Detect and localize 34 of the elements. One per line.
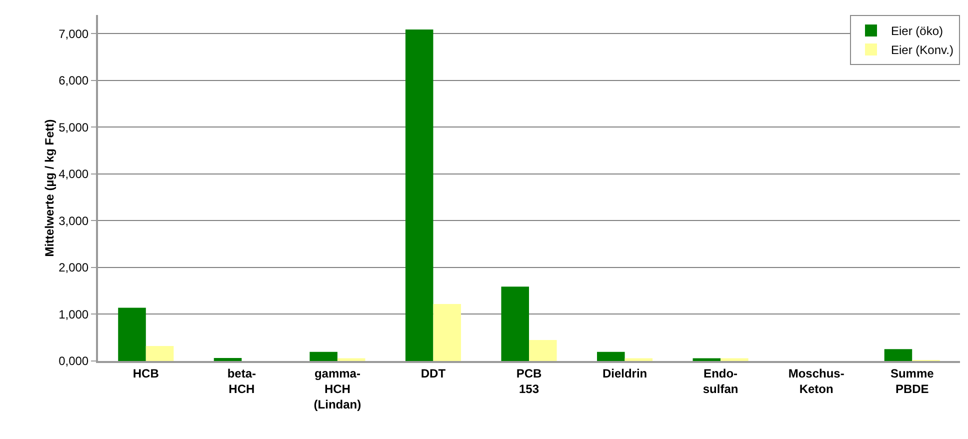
x-tick-label: Dieldrin: [602, 366, 648, 380]
bar: [214, 358, 242, 361]
x-tick-label: DDT: [420, 366, 446, 380]
legend-label: Eier (Konv.): [891, 43, 954, 58]
y-tick-label: 1,000: [58, 307, 89, 322]
bar: [118, 308, 146, 361]
bar: [720, 358, 748, 361]
y-tick-label: 0,000: [58, 354, 89, 368]
legend-label: Eier (öko): [891, 24, 944, 38]
bar: [337, 358, 366, 361]
x-tick-label: gamma- HCH (Lindan): [314, 366, 362, 412]
y-tick-label: 3,000: [58, 214, 89, 228]
x-tick-label: Endo- sulfan: [702, 366, 738, 396]
y-axis-title: Mittelwerte (µg / kg Fett): [42, 119, 57, 257]
x-tick-label: Moschus- Keton: [788, 366, 844, 396]
bar: [501, 286, 529, 361]
y-tick-label: 2,000: [58, 260, 89, 275]
y-tick-label: 5,000: [58, 120, 89, 134]
bar: [146, 346, 174, 361]
x-tick-label: HCB: [132, 366, 160, 380]
bar: [529, 340, 557, 361]
bar: [692, 358, 721, 361]
bar: [597, 352, 625, 361]
bar: [405, 29, 434, 361]
x-tick-label: Summe PBDE: [890, 366, 934, 396]
y-tick-label: 7,000: [58, 26, 89, 41]
bar: [884, 349, 912, 361]
y-tick-label: 4,000: [58, 167, 89, 182]
bar: [624, 358, 653, 361]
x-tick-label: PCB 153: [516, 366, 542, 396]
bar: [310, 352, 338, 361]
x-tick-label: beta- HCH: [227, 366, 256, 396]
bar: [433, 304, 461, 361]
y-tick-label: 6,000: [58, 74, 89, 88]
